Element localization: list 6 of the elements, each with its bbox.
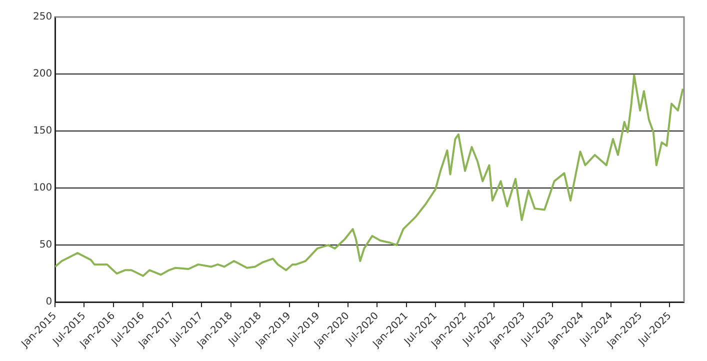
y-tick-label: 0: [46, 296, 52, 308]
y-tick-label: 200: [32, 68, 52, 80]
y-tick-label: 150: [32, 126, 52, 137]
y-tick-label: 100: [32, 182, 52, 194]
y-tick-label: 250: [32, 12, 52, 23]
y-tick-label: 50: [39, 240, 52, 251]
